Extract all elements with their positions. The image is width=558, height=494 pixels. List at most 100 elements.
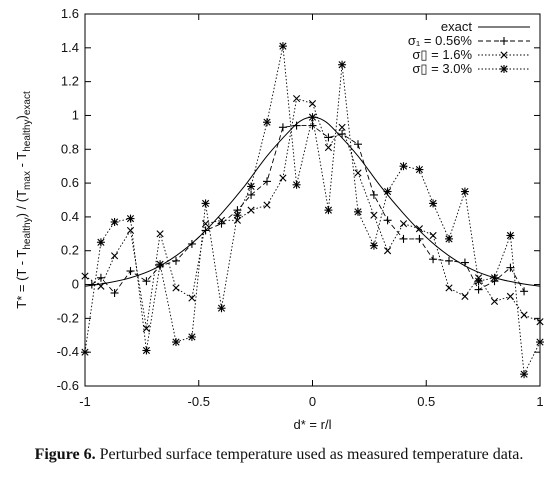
y-axis-label-part: ) bbox=[14, 115, 29, 119]
series-3-point-d2 bbox=[429, 199, 437, 207]
y-tick-label: 0.4 bbox=[61, 209, 79, 224]
series-3-point bbox=[172, 338, 180, 347]
y-axis-label-subscript: max bbox=[22, 171, 33, 190]
series-1-point bbox=[87, 280, 96, 289]
series-2-point-d2 bbox=[188, 294, 196, 302]
series-3-point bbox=[536, 338, 544, 347]
series-3-point-d2 bbox=[308, 113, 317, 121]
series-3-point bbox=[96, 238, 105, 247]
series-2-point bbox=[81, 272, 89, 280]
series-2-line bbox=[84, 97, 541, 329]
y-axis-label-part: T* = (T - T bbox=[14, 250, 29, 309]
series-3-point bbox=[354, 207, 362, 216]
series-2-point bbox=[520, 311, 528, 319]
series-3-point-d2 bbox=[520, 370, 528, 378]
series-2-point bbox=[279, 174, 287, 182]
series-2-point bbox=[172, 284, 180, 292]
series-2-point bbox=[490, 297, 499, 306]
series-3-point-d2 bbox=[415, 165, 424, 174]
series-2-point-d2 bbox=[324, 143, 333, 152]
series-1-point bbox=[308, 121, 317, 130]
series-3-point bbox=[292, 180, 301, 189]
y-tick-label: -0.6 bbox=[57, 378, 79, 393]
series-1-point bbox=[415, 234, 424, 243]
series-2-point-d2 bbox=[201, 220, 210, 228]
series-2-point bbox=[188, 294, 196, 302]
legend-marker-3-d2 bbox=[500, 65, 508, 73]
series-1-line bbox=[91, 125, 525, 294]
series-2-point bbox=[370, 211, 378, 219]
series-3-point-d2 bbox=[217, 304, 226, 312]
series-3-point-d2 bbox=[247, 182, 255, 191]
series-2-point bbox=[110, 252, 119, 260]
series-2-point-d2 bbox=[445, 284, 453, 292]
y-tick-label: 1 bbox=[72, 107, 79, 122]
x-axis-label: d* = r/l bbox=[294, 417, 332, 432]
series-3-point bbox=[110, 217, 119, 226]
y-tick-label: 0 bbox=[72, 277, 79, 292]
series-3-point bbox=[338, 60, 347, 69]
series-2-point-d2 bbox=[415, 225, 424, 233]
y-tick-label: 0.6 bbox=[61, 175, 79, 190]
series-3-point bbox=[399, 162, 408, 171]
series-3-point-d2 bbox=[324, 206, 333, 214]
series-3-point-d2 bbox=[201, 199, 210, 207]
series-3-point-d2 bbox=[370, 242, 378, 250]
series-2-point-d2 bbox=[383, 247, 392, 255]
series-3-point-d2 bbox=[142, 346, 151, 355]
series-1-point bbox=[324, 133, 333, 142]
y-tick-label: 1.2 bbox=[61, 74, 79, 89]
series-3-point bbox=[201, 199, 210, 208]
series-2-point bbox=[308, 100, 317, 108]
series-1-point bbox=[96, 273, 105, 282]
series-1-point bbox=[369, 190, 378, 199]
series-2-point-d2 bbox=[506, 292, 515, 300]
y-tick-label: -0.2 bbox=[57, 310, 79, 325]
series-3-point-d2 bbox=[126, 215, 135, 223]
series-2-point bbox=[247, 206, 255, 214]
series-1-point bbox=[383, 216, 392, 225]
series-3-point-d2 bbox=[292, 181, 301, 189]
y-axis-label-subscript: healthy bbox=[22, 120, 33, 152]
series-1-point bbox=[354, 140, 362, 149]
series-2-point-d2 bbox=[520, 311, 528, 319]
series-2-point-d2 bbox=[370, 211, 378, 219]
series-2-point bbox=[263, 201, 271, 209]
series-3-point-d2 bbox=[536, 338, 544, 346]
series-2-point-d2 bbox=[338, 123, 346, 131]
figure-caption: Figure 6. Perturbed surface temperature … bbox=[14, 443, 544, 467]
series-2-point-d2 bbox=[429, 231, 437, 240]
series-3-point bbox=[506, 231, 515, 240]
series-1-point bbox=[460, 258, 469, 267]
y-axis-label-subscript: exact bbox=[22, 91, 33, 115]
series-1-point bbox=[142, 277, 151, 286]
chart-canvas: -1 -0.5 0 0.5 1 -0.6 -0.4 -0.2 0 0.2 0.4 0.6 0.8 1 1.2… bbox=[14, 6, 544, 432]
series-1-point bbox=[445, 256, 453, 265]
series-3-point-d2 bbox=[445, 235, 453, 243]
series-2-point bbox=[217, 216, 226, 224]
legend-label-1: σ₁ = 0.56% bbox=[408, 33, 473, 48]
series-1-point bbox=[172, 256, 180, 265]
y-axis-label: T* = (T - Thealthy) / (Tmax - Thealthy)e… bbox=[14, 91, 33, 309]
series-2-point-d2 bbox=[354, 169, 362, 177]
series-1-point bbox=[520, 287, 529, 296]
series-1-point bbox=[429, 255, 438, 264]
series-3-point-d2 bbox=[263, 118, 271, 126]
series-3-point-d2 bbox=[506, 231, 515, 240]
y-axis-label-part: ) / (T bbox=[14, 190, 29, 217]
x-tick-label: 0.5 bbox=[417, 394, 435, 409]
legend-marker-1 bbox=[500, 37, 508, 45]
series-2-point bbox=[156, 230, 164, 238]
legend-marker-3 bbox=[500, 65, 508, 73]
series-2-point bbox=[445, 284, 453, 292]
series-3-point-d2 bbox=[461, 187, 469, 196]
series-3-point bbox=[187, 332, 196, 341]
series-2-point bbox=[292, 94, 301, 103]
series-1-point bbox=[110, 289, 119, 297]
series-2-point bbox=[536, 318, 544, 326]
series-3-point-d2 bbox=[383, 187, 392, 196]
series-2-point-d2 bbox=[126, 226, 135, 235]
series-3-point-d2 bbox=[97, 238, 105, 246]
y-axis-label-part: - T bbox=[14, 152, 29, 171]
series-1-point bbox=[126, 267, 135, 276]
